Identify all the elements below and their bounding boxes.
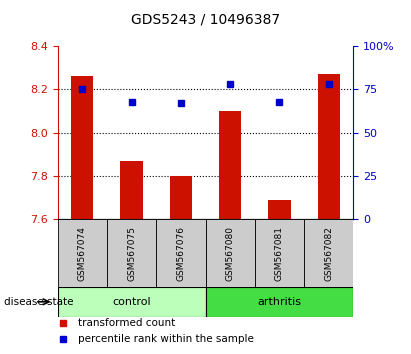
Text: GDS5243 / 10496387: GDS5243 / 10496387 — [131, 12, 280, 27]
Text: GSM567074: GSM567074 — [78, 225, 87, 281]
Text: disease state: disease state — [4, 297, 74, 307]
Text: GSM567076: GSM567076 — [176, 225, 185, 281]
Text: GSM567080: GSM567080 — [226, 225, 235, 281]
Text: percentile rank within the sample: percentile rank within the sample — [78, 334, 254, 344]
Bar — [318, 74, 340, 219]
Bar — [255, 219, 304, 287]
Bar — [58, 219, 107, 287]
Text: GSM567081: GSM567081 — [275, 225, 284, 281]
Bar — [71, 76, 93, 219]
Bar — [304, 219, 353, 287]
Text: control: control — [112, 297, 151, 307]
Bar — [206, 219, 255, 287]
Bar — [58, 287, 206, 317]
Bar — [170, 176, 192, 219]
Text: GSM567082: GSM567082 — [324, 225, 333, 281]
Bar — [206, 287, 353, 317]
Bar — [219, 111, 241, 219]
Bar — [120, 161, 143, 219]
Text: arthritis: arthritis — [257, 297, 302, 307]
Bar — [268, 200, 291, 219]
Bar — [156, 219, 206, 287]
Text: transformed count: transformed count — [78, 318, 175, 328]
Bar — [107, 219, 156, 287]
Text: GSM567075: GSM567075 — [127, 225, 136, 281]
